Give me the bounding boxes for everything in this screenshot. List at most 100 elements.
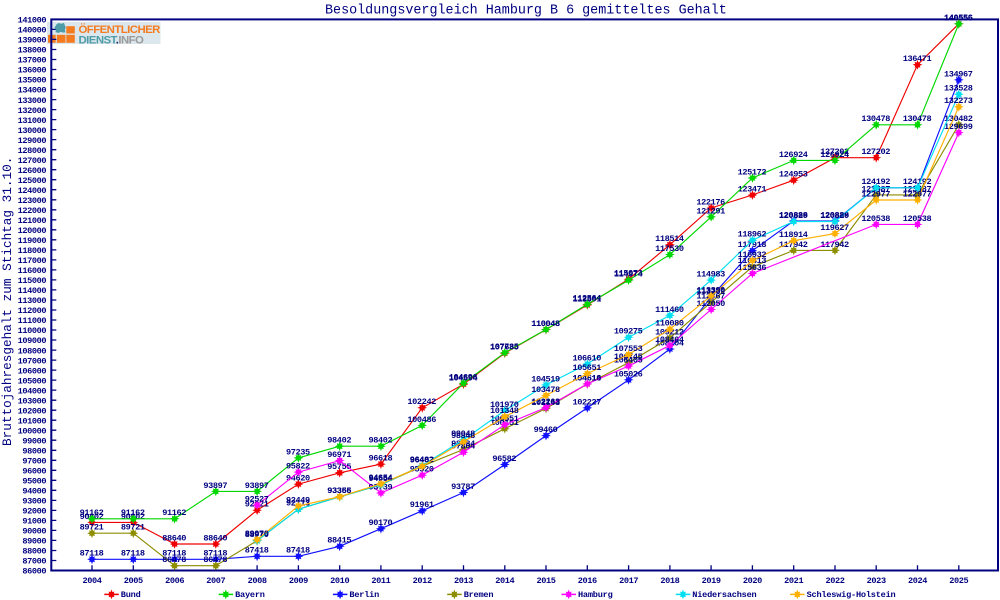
svg-text:125000: 125000 (18, 176, 47, 186)
svg-text:103478: 103478 (531, 385, 560, 395)
svg-text:121291: 121291 (696, 206, 725, 216)
svg-text:102227: 102227 (573, 397, 602, 407)
svg-text:127000: 127000 (18, 156, 47, 166)
svg-text:104614: 104614 (573, 373, 602, 383)
svg-text:116932: 116932 (738, 250, 767, 260)
svg-text:110080: 110080 (655, 319, 684, 329)
svg-text:104519: 104519 (531, 374, 560, 384)
svg-text:88415: 88415 (327, 536, 351, 546)
svg-text:120888: 120888 (820, 210, 849, 220)
svg-text:2025: 2025 (949, 576, 968, 586)
svg-text:Bremen: Bremen (464, 590, 494, 600)
svg-text:134967: 134967 (944, 69, 973, 79)
svg-text:100486: 100486 (407, 415, 436, 425)
svg-text:132273: 132273 (944, 96, 973, 106)
svg-text:92527: 92527 (245, 495, 269, 505)
svg-text:101000: 101000 (18, 416, 47, 426)
svg-text:88640: 88640 (162, 533, 186, 543)
svg-text:126000: 126000 (18, 166, 47, 176)
svg-text:93787: 93787 (451, 482, 475, 492)
svg-text:120829: 120829 (820, 211, 849, 221)
svg-text:107553: 107553 (614, 344, 643, 354)
svg-text:88000: 88000 (22, 547, 46, 557)
svg-text:139000: 139000 (18, 36, 47, 46)
svg-text:87118: 87118 (121, 549, 145, 559)
svg-text:110000: 110000 (18, 326, 47, 336)
svg-text:101970: 101970 (490, 400, 519, 410)
svg-text:Bayern: Bayern (235, 590, 265, 600)
svg-text:96618: 96618 (369, 454, 393, 464)
svg-text:105651: 105651 (573, 363, 602, 373)
svg-text:Besoldungsvergleich Hamburg B: Besoldungsvergleich Hamburg B 6 gemittel… (325, 4, 727, 19)
svg-text:135000: 135000 (18, 76, 47, 86)
svg-text:106405: 106405 (614, 355, 643, 365)
svg-text:93355: 93355 (327, 486, 351, 496)
svg-text:141000: 141000 (18, 16, 47, 26)
svg-text:136000: 136000 (18, 66, 47, 76)
svg-text:123000: 123000 (18, 196, 47, 206)
svg-text:130478: 130478 (903, 114, 932, 124)
svg-text:87118: 87118 (203, 549, 227, 559)
svg-text:2024: 2024 (908, 576, 927, 586)
svg-text:2007: 2007 (206, 576, 225, 586)
svg-text:2017: 2017 (619, 576, 638, 586)
svg-text:2018: 2018 (660, 576, 679, 586)
svg-text:Bund: Bund (121, 590, 141, 600)
svg-text:104619: 104619 (573, 373, 602, 383)
svg-text:106000: 106000 (18, 366, 47, 376)
svg-text:102163: 102163 (531, 398, 560, 408)
svg-text:108464: 108464 (655, 335, 684, 345)
svg-text:131000: 131000 (18, 116, 47, 126)
svg-text:96971: 96971 (327, 450, 351, 460)
svg-text:132000: 132000 (18, 106, 47, 116)
svg-text:94554: 94554 (369, 474, 393, 484)
svg-text:116000: 116000 (18, 266, 47, 276)
svg-text:90000: 90000 (22, 527, 46, 537)
svg-text:136471: 136471 (903, 54, 932, 64)
svg-text:98848: 98848 (451, 431, 475, 441)
svg-text:108000: 108000 (18, 346, 47, 356)
svg-text:89721: 89721 (121, 523, 145, 533)
svg-text:2019: 2019 (702, 576, 721, 586)
svg-text:98402: 98402 (369, 436, 393, 446)
svg-text:86478: 86478 (203, 555, 227, 565)
svg-text:96482: 96482 (410, 455, 434, 465)
svg-text:102263: 102263 (531, 397, 560, 407)
svg-text:99000: 99000 (22, 436, 46, 446)
svg-text:104000: 104000 (18, 386, 47, 396)
svg-text:110043: 110043 (531, 319, 560, 329)
svg-text:128000: 128000 (18, 146, 47, 156)
svg-text:95822: 95822 (286, 462, 310, 472)
svg-text:126924: 126924 (820, 150, 849, 160)
svg-text:124192: 124192 (861, 177, 890, 187)
svg-text:115636: 115636 (738, 263, 767, 273)
svg-text:105026: 105026 (614, 369, 643, 379)
svg-text:89721: 89721 (80, 523, 104, 533)
svg-text:Bruttojahresgehalt zum Stichta: Bruttojahresgehalt zum Stichtag 31.10. (0, 157, 15, 446)
svg-text:91162: 91162 (80, 508, 104, 518)
svg-text:91000: 91000 (22, 517, 46, 527)
svg-text:109275: 109275 (614, 327, 643, 337)
svg-text:140555: 140555 (944, 13, 973, 23)
svg-text:107685: 107685 (490, 343, 519, 353)
svg-text:120538: 120538 (903, 214, 932, 224)
svg-text:94654: 94654 (369, 473, 393, 483)
svg-text:94000: 94000 (22, 487, 46, 497)
svg-text:107735: 107735 (490, 342, 519, 352)
svg-text:127202: 127202 (861, 147, 890, 157)
svg-text:118514: 118514 (655, 234, 684, 244)
svg-text:96582: 96582 (492, 454, 516, 464)
svg-text:Schleswig-Holstein: Schleswig-Holstein (807, 590, 896, 600)
svg-text:113390: 113390 (696, 286, 725, 296)
svg-text:114974: 114974 (614, 270, 643, 280)
svg-text:118914: 118914 (779, 230, 808, 240)
svg-text:112000: 112000 (18, 306, 47, 316)
svg-text:2016: 2016 (578, 576, 597, 586)
svg-text:90170: 90170 (369, 518, 393, 528)
svg-text:130482: 130482 (944, 114, 973, 124)
svg-text:2011: 2011 (371, 576, 390, 586)
svg-text:2014: 2014 (495, 576, 514, 586)
svg-text:98000: 98000 (22, 447, 46, 457)
svg-text:119627: 119627 (820, 223, 849, 233)
svg-text:99460: 99460 (534, 425, 558, 435)
